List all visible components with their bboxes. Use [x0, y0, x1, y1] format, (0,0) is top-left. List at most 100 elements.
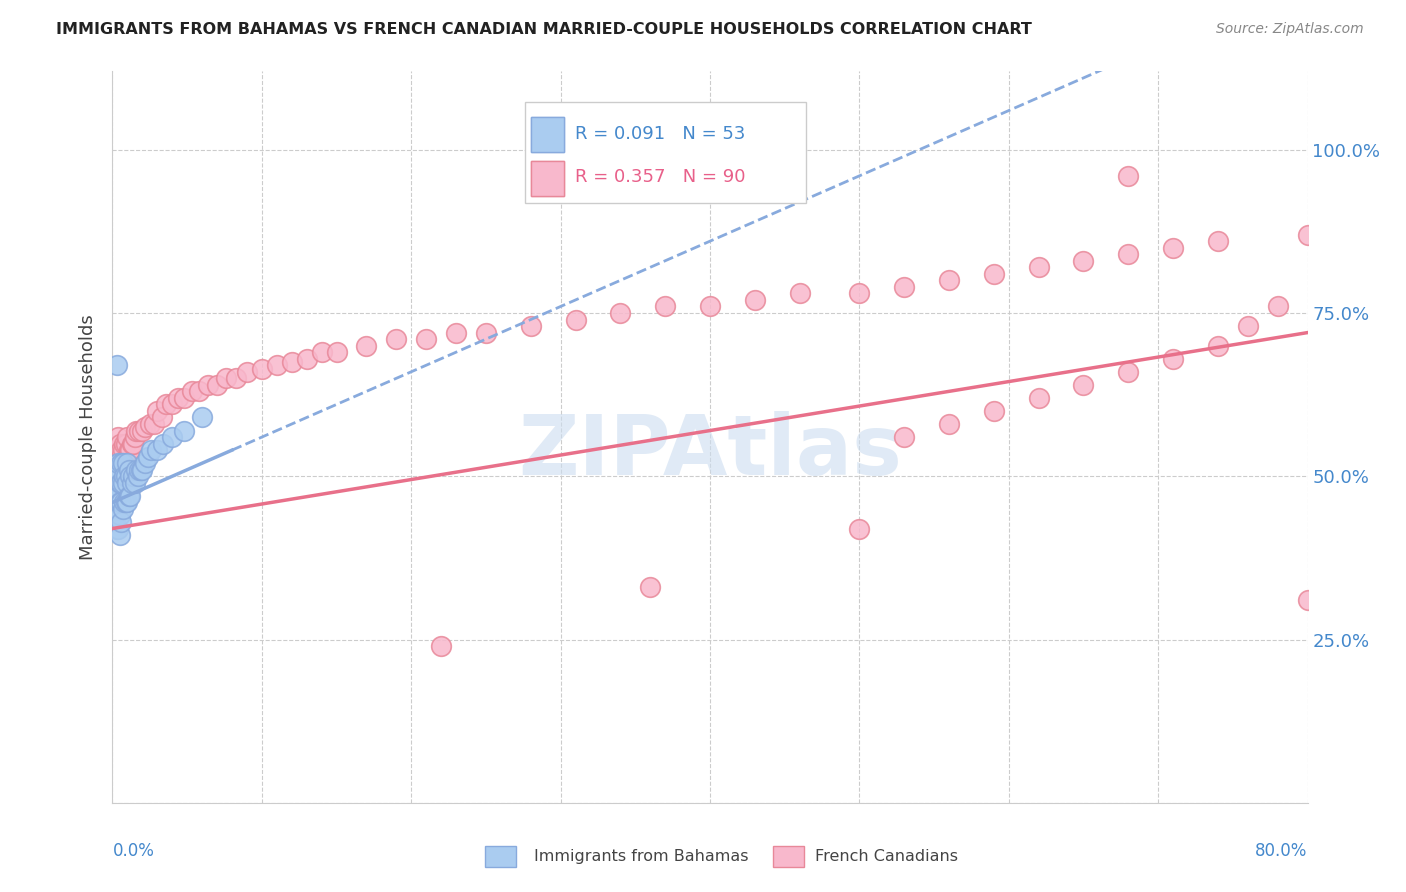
- Point: [104, 495, 127, 509]
- Point: [125, 463, 148, 477]
- Point: [128, 463, 150, 477]
- Point: [117, 495, 139, 509]
- Point: [117, 475, 139, 490]
- Point: [162, 397, 183, 411]
- Point: [108, 450, 131, 464]
- Point: [122, 469, 145, 483]
- Point: [110, 443, 132, 458]
- Point: [107, 502, 129, 516]
- Point: [1296, 593, 1319, 607]
- Point: [180, 384, 202, 399]
- Y-axis label: Married-couple Households: Married-couple Households: [79, 314, 97, 560]
- Point: [173, 391, 195, 405]
- Text: IMMIGRANTS FROM BAHAMAS VS FRENCH CANADIAN MARRIED-COUPLE HOUSEHOLDS CORRELATION: IMMIGRANTS FROM BAHAMAS VS FRENCH CANADI…: [56, 22, 1032, 37]
- Point: [155, 397, 177, 411]
- Text: Source: ZipAtlas.com: Source: ZipAtlas.com: [1216, 22, 1364, 37]
- Text: French Canadians: French Canadians: [815, 849, 959, 863]
- Point: [118, 463, 141, 477]
- Point: [356, 339, 378, 353]
- Point: [609, 306, 631, 320]
- Point: [107, 469, 129, 483]
- FancyBboxPatch shape: [524, 102, 806, 203]
- Point: [430, 639, 453, 653]
- Point: [141, 443, 163, 458]
- Point: [129, 463, 152, 477]
- Point: [107, 456, 129, 470]
- Point: [311, 345, 333, 359]
- Point: [1118, 365, 1140, 379]
- Point: [105, 502, 128, 516]
- Point: [122, 436, 145, 450]
- Point: [124, 430, 146, 444]
- Point: [121, 475, 143, 490]
- Point: [108, 495, 131, 509]
- Text: R = 0.091   N = 53: R = 0.091 N = 53: [575, 125, 745, 143]
- Point: [107, 456, 129, 470]
- Point: [1118, 169, 1140, 183]
- Point: [893, 430, 915, 444]
- Point: [167, 391, 190, 405]
- Point: [110, 456, 132, 470]
- Text: ZIPAtlas: ZIPAtlas: [517, 411, 903, 492]
- FancyBboxPatch shape: [531, 161, 564, 195]
- Point: [640, 580, 662, 594]
- Point: [128, 424, 150, 438]
- Point: [1028, 260, 1050, 275]
- Point: [281, 355, 304, 369]
- Point: [115, 436, 138, 450]
- Point: [654, 300, 676, 314]
- Point: [188, 384, 211, 399]
- Point: [105, 463, 128, 477]
- Point: [103, 489, 125, 503]
- Point: [125, 424, 148, 438]
- Point: [205, 377, 228, 392]
- Point: [150, 410, 173, 425]
- Point: [108, 528, 131, 542]
- Point: [115, 463, 138, 477]
- Point: [104, 469, 127, 483]
- Point: [118, 489, 141, 503]
- Point: [520, 319, 543, 334]
- Point: [1206, 339, 1229, 353]
- Point: [108, 436, 131, 450]
- Point: [564, 312, 586, 326]
- Point: [121, 436, 143, 450]
- Point: [295, 351, 318, 366]
- Point: [143, 417, 166, 431]
- Point: [225, 371, 247, 385]
- Point: [699, 300, 721, 314]
- Point: [146, 443, 169, 458]
- Point: [103, 508, 125, 523]
- Text: 80.0%: 80.0%: [1256, 842, 1308, 860]
- Text: R = 0.357   N = 90: R = 0.357 N = 90: [575, 169, 745, 186]
- Point: [134, 456, 156, 470]
- Point: [983, 404, 1005, 418]
- Point: [983, 267, 1005, 281]
- Text: 0.0%: 0.0%: [112, 842, 155, 860]
- Point: [938, 273, 960, 287]
- Point: [107, 430, 129, 444]
- Point: [105, 443, 128, 458]
- Point: [444, 326, 467, 340]
- Point: [1073, 253, 1095, 268]
- Point: [111, 502, 134, 516]
- Point: [108, 469, 131, 483]
- Point: [131, 424, 153, 438]
- Point: [1161, 351, 1184, 366]
- Point: [215, 371, 238, 385]
- Point: [111, 456, 134, 470]
- Point: [127, 469, 149, 483]
- Point: [1073, 377, 1095, 392]
- Point: [107, 475, 129, 490]
- Point: [1237, 319, 1260, 334]
- Point: [107, 489, 129, 503]
- Point: [146, 404, 169, 418]
- Point: [120, 469, 142, 483]
- Point: [138, 450, 160, 464]
- Point: [105, 358, 128, 372]
- Point: [104, 489, 127, 503]
- Point: [191, 410, 214, 425]
- Point: [104, 469, 127, 483]
- Point: [124, 475, 146, 490]
- Point: [105, 521, 128, 535]
